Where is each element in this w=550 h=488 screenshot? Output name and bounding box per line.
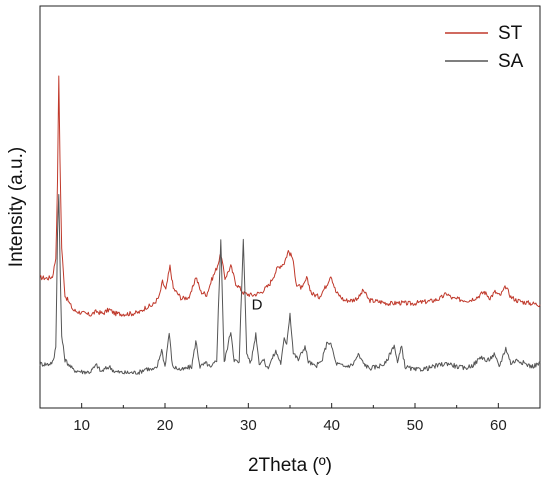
series-layer bbox=[39, 75, 541, 375]
x-tick-label: 50 bbox=[407, 417, 424, 434]
series-line-st bbox=[39, 75, 541, 317]
legend: ST SA bbox=[445, 23, 524, 72]
y-axis-title: Intensity (a.u.) bbox=[6, 147, 27, 267]
x-tick-label: 10 bbox=[73, 417, 90, 434]
x-axis-ticks: 10 20 30 40 50 60 bbox=[39, 403, 541, 434]
legend-label-sa: SA bbox=[498, 51, 524, 72]
plot-frame bbox=[39, 5, 541, 409]
series-line-sa bbox=[39, 194, 541, 375]
legend-label-st: ST bbox=[498, 23, 523, 44]
x-tick-label: 20 bbox=[157, 417, 174, 434]
annotation-d: D bbox=[252, 297, 263, 314]
x-tick-label: 60 bbox=[490, 417, 507, 434]
x-tick-label: 30 bbox=[240, 417, 257, 434]
x-axis-title: 2Theta (º) bbox=[248, 455, 332, 476]
x-tick-label: 40 bbox=[323, 417, 340, 434]
